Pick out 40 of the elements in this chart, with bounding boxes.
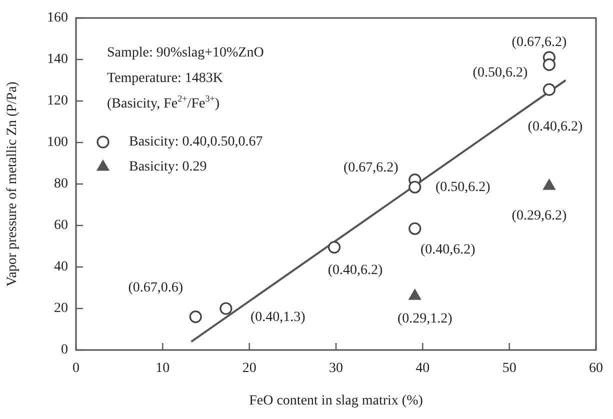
- annotation: Temperature: 1483K: [107, 71, 224, 86]
- point: [328, 240, 341, 254]
- annotation: (0.40,6.2): [528, 119, 583, 134]
- x-tick-label: 30: [329, 361, 343, 376]
- annotation: (0.29,1.2): [397, 312, 453, 327]
- x-tick-label: 20: [242, 361, 256, 376]
- x-tick-label: 60: [589, 361, 603, 376]
- annotation: (0.67,6.2): [343, 160, 399, 176]
- annotation: (0.40,6.2): [328, 262, 384, 278]
- y-tick-label: 160: [47, 10, 68, 26]
- annotation: (0.29,6.2): [512, 208, 567, 224]
- x-axis-title: FeO content in slag matrix (%): [249, 393, 424, 408]
- y-axis-title: Vapor pressure of metallic Zn (P/Pa): [5, 81, 20, 286]
- annotation: (0.40,6.2): [420, 242, 476, 258]
- annotation: (0.67,0.6): [128, 280, 184, 296]
- y-tick-label: 120: [47, 94, 68, 109]
- y-tick-label: 20: [54, 301, 68, 316]
- x-tick-label: 50: [502, 361, 516, 376]
- annotation: (0.50,6.2): [435, 180, 491, 195]
- annotation: Sample: 90%slag+10%ZnO: [107, 46, 264, 61]
- y-tick-label: 0: [61, 342, 68, 358]
- legend-label: Basicity: 0.40,0.50,0.67: [129, 134, 263, 150]
- annotation: (0.67,6.2): [512, 35, 567, 50]
- point: [542, 58, 556, 71]
- point: [220, 302, 232, 315]
- point: [542, 83, 556, 96]
- legend-label: Basicity: 0.29: [129, 160, 207, 175]
- y-tick-label: 40: [54, 260, 68, 275]
- point: [408, 222, 422, 235]
- annotation: (0.50,6.2): [472, 65, 528, 80]
- annotation: (0.40,1.3): [250, 310, 306, 326]
- point: [408, 180, 422, 194]
- point: [189, 310, 202, 324]
- y-tick-label: 60: [54, 218, 68, 234]
- x-tick-label: 0: [72, 361, 80, 376]
- y-tick-label: 140: [47, 52, 68, 68]
- y-tick-label: 80: [54, 176, 68, 192]
- x-tick-label: 10: [156, 361, 170, 376]
- x-tick-label: 40: [416, 361, 430, 376]
- y-tick-label: 100: [47, 135, 68, 150]
